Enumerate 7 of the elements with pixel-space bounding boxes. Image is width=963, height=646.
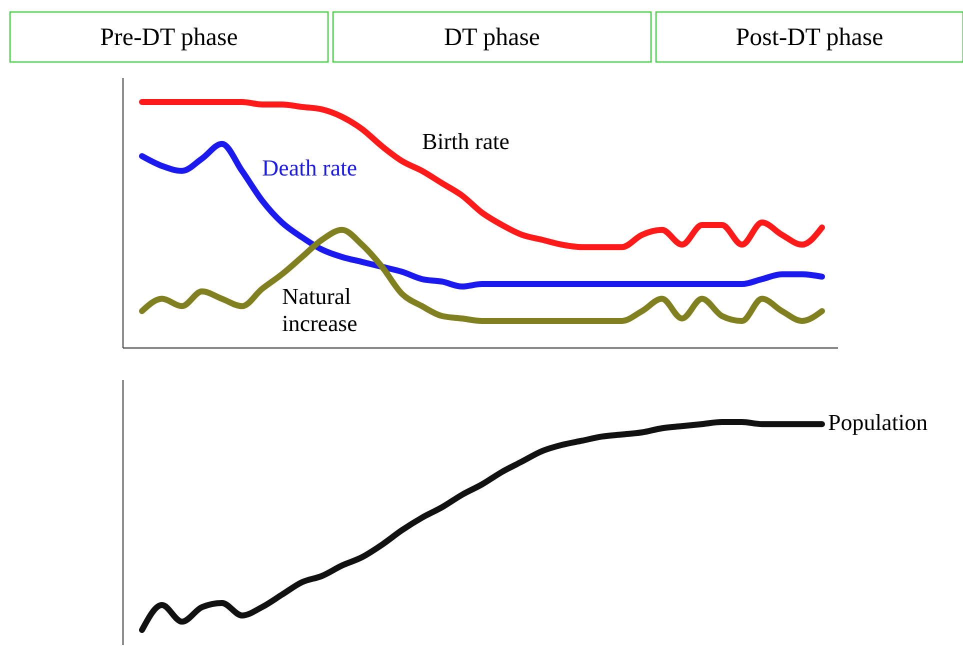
text: DT phase [444,24,540,51]
series-label: Birth rate [422,128,510,154]
series-label: Natural increase [282,284,358,336]
series-label: Population [828,410,928,436]
series-label: Death rate [262,155,358,180]
text: Pre-DT phase [100,24,238,51]
text: Post-DT phase [736,24,884,51]
